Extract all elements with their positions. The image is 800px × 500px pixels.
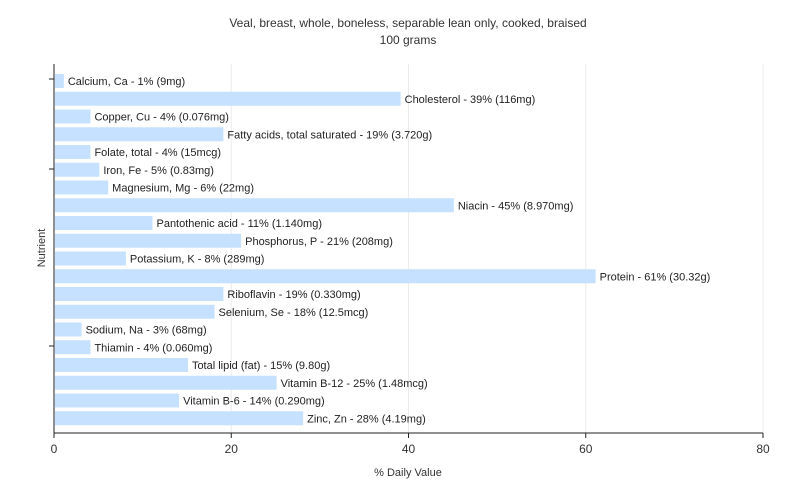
bar-label: Potassium, K - 8% (289mg) [130,254,265,266]
bar-label: Total lipid (fat) - 15% (9.80g) [192,360,330,372]
bar [55,304,215,319]
bar [55,269,596,284]
bar-label: Magnesium, Mg - 6% (22mg) [112,183,254,195]
bar [55,251,126,266]
bar-label: Iron, Fe - 5% (0.83mg) [103,165,214,177]
bar [55,411,304,426]
bar-label: Niacin - 45% (8.970mg) [458,200,574,212]
x-tick-label: 40 [402,442,416,456]
bar-label: Protein - 61% (30.32g) [600,271,711,283]
bar-label: Fatty acids, total saturated - 19% (3.72… [227,129,432,141]
bar-label: Vitamin B-6 - 14% (0.290mg) [183,396,325,408]
bar-label: Pantothenic acid - 11% (1.140mg) [156,218,321,230]
bar-label: Folate, total - 4% (15mcg) [94,147,221,159]
bars [55,74,596,426]
bar [55,216,153,230]
bar [55,91,401,106]
bar [55,322,82,337]
y-axis-title: Nutrient [36,229,48,268]
bar [55,162,100,177]
chart-subtitle: 100 grams [380,33,437,47]
axes: 0 20 40 60 80 [49,64,770,456]
x-tick-label: 80 [756,442,770,456]
bar-label: Sodium, Na - 3% (68mg) [86,325,207,337]
bar [55,233,242,248]
bar [55,340,91,355]
x-tick-label: 0 [51,442,58,456]
bar [55,127,224,142]
x-tick-label: 20 [225,442,239,456]
bar-label: Selenium, Se - 18% (12.5mcg) [219,307,369,319]
bar-label: Copper, Cu - 4% (0.076mg) [94,112,229,124]
bar-label: Zinc, Zn - 28% (4.19mg) [307,413,426,425]
bar [55,375,277,390]
bar [55,358,188,372]
bar [55,145,91,159]
bar-label: Calcium, Ca - 1% (9mg) [68,76,185,88]
x-axis-title: % Daily Value [374,467,442,479]
bar [55,74,64,88]
bar-label: Phosphorus, P - 21% (208mg) [245,236,393,248]
bar-label: Riboflavin - 19% (0.330mg) [227,289,360,301]
bar-label: Cholesterol - 39% (116mg) [405,94,536,106]
bar [55,180,109,195]
gridlines [230,64,764,433]
bar-labels: Calcium, Ca - 1% (9mg) Cholesterol - 39% … [68,76,710,425]
chart-title: Veal, breast, whole, boneless, separable… [229,16,586,30]
bar-label: Thiamin - 4% (0.060mg) [94,342,212,354]
bar-label: Vitamin B-12 - 25% (1.48mcg) [281,378,428,390]
x-tick-label: 60 [579,442,593,456]
bar [55,109,91,124]
bar [55,393,180,408]
bar [55,198,454,213]
bar [55,287,224,301]
